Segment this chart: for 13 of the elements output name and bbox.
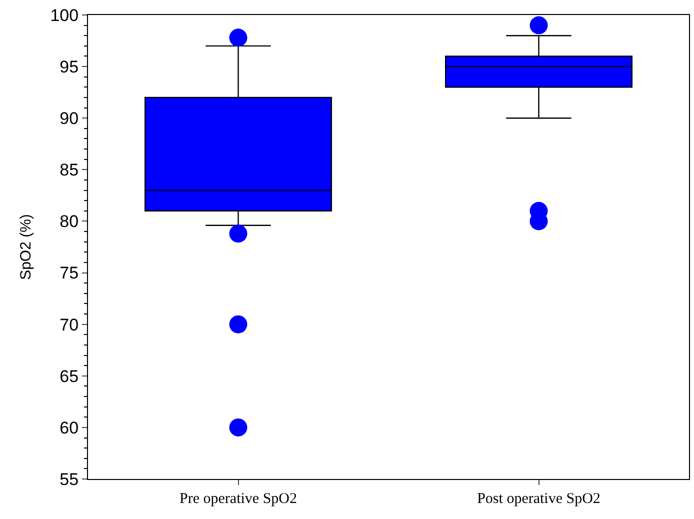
y-tick-label: 90 [60,109,79,128]
y-tick-label: 95 [60,58,79,77]
y-tick-label: 100 [50,6,79,25]
y-tick-label: 75 [60,264,79,283]
y-tick-label: 80 [60,212,79,232]
y-tick-label: 85 [60,160,79,180]
y-tick-label: 65 [60,366,79,386]
y-tick-label: 60 [60,418,79,438]
y-axis-title: SpO2 (%) [17,214,34,280]
x-tick-label: Post operative SpO2 [477,491,600,507]
x-tick-label: Pre operative SpO2 [180,491,297,507]
y-tick-label: 55 [60,470,79,489]
y-tick-label: 70 [60,315,79,334]
